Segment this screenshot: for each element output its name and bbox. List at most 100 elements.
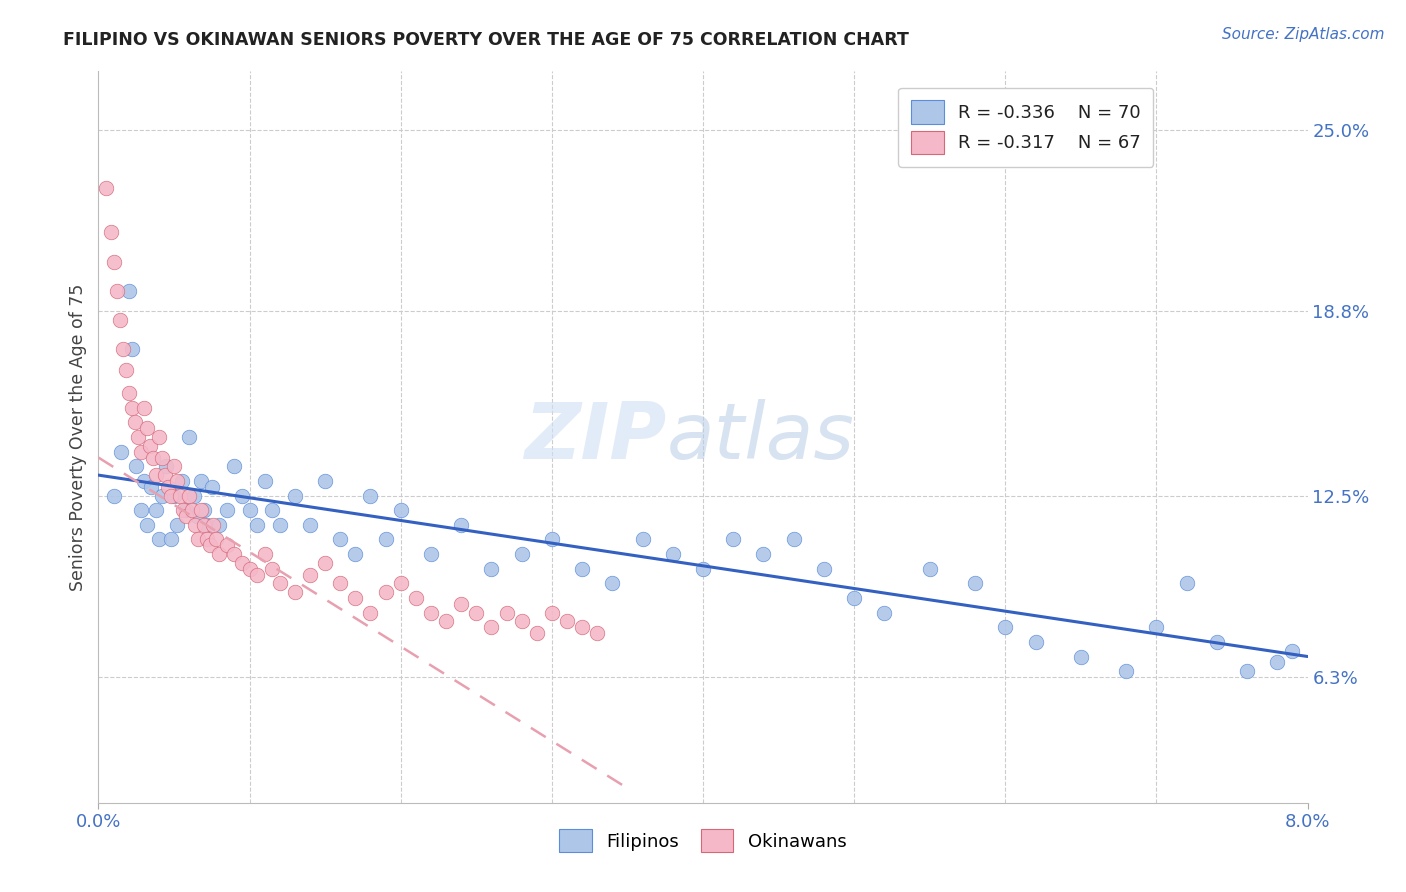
Point [262, 503, 284, 517]
Point [135, 421, 157, 435]
Point [661, 547, 683, 561]
Point [571, 562, 593, 576]
Point [160, 533, 183, 547]
Point [121, 343, 143, 357]
Point [124, 416, 146, 430]
Point [360, 606, 382, 620]
Point [299, 567, 322, 582]
Point [510, 547, 533, 561]
Point [253, 474, 276, 488]
Point [481, 620, 503, 634]
Point [389, 503, 412, 517]
Point [132, 474, 155, 488]
Point [142, 450, 165, 465]
Point [374, 585, 396, 599]
Point [994, 620, 1017, 634]
Point [205, 533, 228, 547]
Point [103, 254, 125, 268]
Point [965, 576, 987, 591]
Point [1236, 664, 1258, 678]
Point [314, 474, 336, 488]
Point [160, 489, 183, 503]
Point [299, 517, 322, 532]
Point [1175, 576, 1198, 591]
Point [723, 533, 745, 547]
Point [135, 517, 157, 532]
Text: Source: ZipAtlas.com: Source: ZipAtlas.com [1222, 27, 1385, 42]
Point [631, 533, 654, 547]
Point [246, 517, 269, 532]
Point [201, 480, 224, 494]
Point [1070, 649, 1092, 664]
Point [169, 489, 191, 503]
Point [540, 533, 562, 547]
Point [105, 284, 128, 298]
Y-axis label: Seniors Poverty Over the Age of 75: Seniors Poverty Over the Age of 75 [69, 284, 87, 591]
Point [215, 503, 238, 517]
Point [813, 562, 835, 576]
Point [172, 503, 194, 517]
Point [114, 363, 136, 377]
Point [239, 562, 262, 576]
Point [602, 576, 624, 591]
Point [262, 562, 284, 576]
Point [190, 474, 212, 488]
Point [208, 547, 231, 561]
Point [586, 626, 609, 640]
Point [510, 615, 533, 629]
Point [1024, 635, 1046, 649]
Point [224, 459, 246, 474]
Point [121, 401, 143, 415]
Point [129, 503, 152, 517]
Point [148, 430, 170, 444]
Point [1267, 656, 1289, 670]
Point [389, 576, 412, 591]
Point [187, 533, 209, 547]
Point [118, 386, 141, 401]
Point [450, 597, 472, 611]
Point [193, 503, 215, 517]
Text: atlas: atlas [666, 399, 855, 475]
Point [111, 343, 134, 357]
Point [200, 538, 222, 552]
Point [208, 517, 231, 532]
Point [269, 576, 291, 591]
Point [555, 615, 578, 629]
Point [110, 444, 132, 458]
Point [344, 591, 367, 605]
Point [344, 547, 367, 561]
Point [692, 562, 714, 576]
Point [420, 547, 443, 561]
Point [374, 533, 396, 547]
Point [918, 562, 941, 576]
Point [215, 538, 238, 552]
Point [153, 468, 176, 483]
Point [752, 547, 775, 561]
Point [170, 474, 193, 488]
Point [329, 576, 352, 591]
Point [190, 503, 212, 517]
Point [181, 503, 204, 517]
Point [571, 620, 593, 634]
Point [540, 606, 562, 620]
Point [405, 591, 427, 605]
Point [108, 313, 131, 327]
Point [150, 489, 173, 503]
Point [782, 533, 804, 547]
Point [150, 450, 173, 465]
Point [186, 509, 208, 524]
Point [166, 517, 188, 532]
Point [1206, 635, 1229, 649]
Point [183, 489, 205, 503]
Point [179, 430, 201, 444]
Point [193, 517, 215, 532]
Point [1115, 664, 1137, 678]
Point [314, 556, 336, 570]
Point [163, 459, 186, 474]
Point [145, 503, 167, 517]
Point [94, 181, 117, 195]
Point [1281, 643, 1303, 657]
Point [450, 517, 472, 532]
Point [195, 533, 218, 547]
Point [141, 480, 163, 494]
